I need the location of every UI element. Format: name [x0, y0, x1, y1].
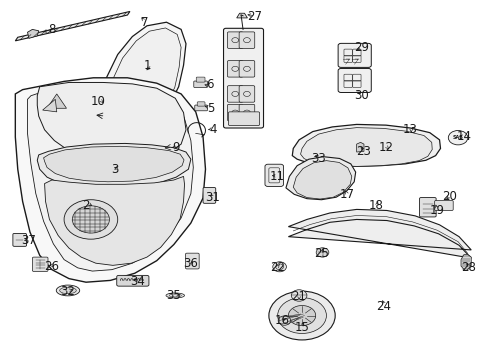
Text: 10: 10	[91, 95, 105, 108]
Text: 21: 21	[290, 290, 305, 303]
Polygon shape	[292, 125, 440, 166]
Circle shape	[291, 290, 306, 301]
Polygon shape	[96, 22, 185, 119]
Circle shape	[277, 298, 326, 333]
Text: 19: 19	[429, 204, 444, 217]
Polygon shape	[37, 82, 185, 161]
Text: 35: 35	[166, 289, 181, 302]
Text: 15: 15	[294, 320, 309, 333]
Polygon shape	[37, 143, 190, 188]
FancyBboxPatch shape	[337, 68, 370, 93]
Ellipse shape	[60, 287, 76, 294]
Polygon shape	[288, 210, 470, 258]
Text: SAE: SAE	[452, 135, 463, 140]
Text: 33: 33	[310, 152, 325, 165]
Text: 11: 11	[269, 170, 285, 183]
Text: 1: 1	[143, 59, 150, 72]
FancyBboxPatch shape	[419, 198, 435, 217]
FancyBboxPatch shape	[264, 164, 283, 186]
FancyBboxPatch shape	[337, 43, 370, 67]
Polygon shape	[47, 94, 66, 108]
FancyBboxPatch shape	[194, 105, 207, 111]
Text: 32: 32	[61, 285, 75, 298]
Text: 2: 2	[82, 199, 90, 212]
Polygon shape	[15, 12, 130, 41]
Ellipse shape	[165, 293, 184, 298]
Text: 14: 14	[455, 130, 470, 144]
FancyBboxPatch shape	[434, 201, 452, 211]
Text: 9: 9	[172, 141, 180, 154]
FancyBboxPatch shape	[239, 104, 254, 121]
Polygon shape	[460, 255, 470, 270]
Text: 34: 34	[129, 275, 144, 288]
Text: 27: 27	[246, 10, 261, 23]
FancyBboxPatch shape	[239, 86, 254, 102]
Text: 18: 18	[368, 199, 383, 212]
Text: 22: 22	[269, 261, 285, 274]
Circle shape	[316, 248, 328, 257]
Text: 16: 16	[274, 314, 289, 327]
FancyBboxPatch shape	[193, 81, 207, 87]
Text: 12: 12	[378, 141, 393, 154]
Ellipse shape	[56, 285, 80, 296]
FancyBboxPatch shape	[117, 275, 149, 286]
Text: 26: 26	[44, 260, 59, 273]
Polygon shape	[300, 128, 431, 166]
FancyBboxPatch shape	[32, 257, 48, 271]
FancyBboxPatch shape	[227, 86, 243, 102]
Text: 17: 17	[339, 188, 354, 201]
FancyBboxPatch shape	[196, 77, 204, 82]
Polygon shape	[27, 86, 193, 271]
Circle shape	[268, 291, 334, 340]
Circle shape	[288, 306, 315, 325]
Circle shape	[447, 131, 467, 145]
Circle shape	[278, 316, 290, 325]
Polygon shape	[27, 30, 39, 39]
FancyBboxPatch shape	[239, 32, 254, 48]
Text: 28: 28	[460, 261, 475, 274]
FancyBboxPatch shape	[227, 104, 243, 121]
FancyBboxPatch shape	[197, 102, 204, 106]
FancyBboxPatch shape	[223, 28, 263, 128]
Text: 13: 13	[402, 123, 417, 136]
Text: 29: 29	[353, 41, 368, 54]
FancyBboxPatch shape	[185, 253, 199, 269]
Text: 30: 30	[353, 89, 368, 102]
Text: 5: 5	[206, 102, 214, 115]
Polygon shape	[293, 161, 351, 199]
FancyBboxPatch shape	[13, 233, 26, 246]
Circle shape	[72, 206, 109, 233]
FancyBboxPatch shape	[239, 60, 254, 77]
Circle shape	[272, 262, 286, 272]
Polygon shape	[103, 28, 181, 117]
Circle shape	[64, 200, 118, 239]
Text: 25: 25	[313, 247, 328, 260]
Text: 31: 31	[205, 192, 220, 204]
FancyBboxPatch shape	[228, 112, 259, 126]
Text: 6: 6	[206, 78, 214, 91]
Text: 7: 7	[141, 16, 148, 29]
FancyBboxPatch shape	[227, 60, 243, 77]
Polygon shape	[236, 13, 247, 18]
Text: 4: 4	[209, 123, 216, 136]
Text: 36: 36	[183, 257, 198, 270]
Text: 24: 24	[375, 300, 390, 313]
Text: 8: 8	[48, 23, 56, 36]
Polygon shape	[42, 99, 57, 112]
Text: 23: 23	[356, 145, 371, 158]
Polygon shape	[44, 176, 184, 265]
Polygon shape	[43, 146, 183, 182]
FancyBboxPatch shape	[203, 188, 215, 203]
Text: 20: 20	[441, 190, 456, 203]
Text: 3: 3	[111, 163, 119, 176]
Polygon shape	[356, 142, 363, 152]
Text: 37: 37	[21, 234, 36, 247]
FancyBboxPatch shape	[227, 32, 243, 48]
Polygon shape	[15, 78, 205, 282]
Polygon shape	[285, 157, 355, 200]
